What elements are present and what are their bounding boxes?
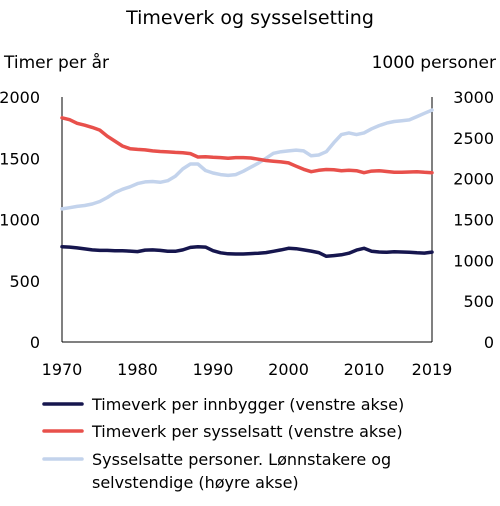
legend: Timeverk per innbygger (venstre akse) Tim…: [42, 395, 404, 492]
x-tick-label-2010: 2010: [344, 360, 385, 379]
left-y-tick-label-1500: 1500: [0, 149, 40, 168]
right-y-tick-label-1000: 1000: [453, 251, 494, 270]
right-y-tick-label-0: 0: [484, 333, 494, 352]
left-y-tick-label-2000: 2000: [0, 88, 40, 107]
legend-label-line-2: selvstendige (høyre akse): [92, 473, 299, 492]
legend-label-timeverk-per-sysselsatt: Timeverk per sysselsatt (venstre akse): [91, 422, 403, 441]
right-y-tick-label-1500: 1500: [453, 211, 494, 230]
right-y-tick-label-2000: 2000: [453, 170, 494, 189]
x-tick-label-2000: 2000: [268, 360, 309, 379]
right-y-tick-labels: 0 500 1000 1500 2000 2500 3000: [453, 88, 494, 352]
series-line-timeverk-per-sysselsatt: [60, 116, 434, 175]
legend-label-sysselsatte-personer-l-nnstakere-og-selvstendige: Sysselsatte personer. Lønnstakere og selv…: [92, 450, 391, 492]
right-y-tick-label-500: 500: [463, 292, 494, 311]
right-y-tick-label-3000: 3000: [453, 88, 494, 107]
legend-label-line-1: Sysselsatte personer. Lønnstakere og: [92, 450, 391, 469]
left-y-tick-labels: 0 500 1000 1500 2000: [0, 88, 40, 352]
chart-title: Timeverk og sysselsetting: [125, 7, 374, 29]
legend-label-timeverk-per-innbygger: Timeverk per innbygger (venstre akse): [91, 395, 404, 414]
right-y-tick-label-2500: 2500: [453, 129, 494, 148]
series-lines: [60, 108, 434, 259]
left-axis-unit-label: Timer per år: [3, 52, 109, 73]
left-y-tick-label-500: 500: [9, 272, 40, 291]
x-tick-label-1970: 1970: [42, 360, 83, 379]
left-y-tick-label-1000: 1000: [0, 211, 40, 230]
right-axis-unit-label: 1000 personer: [372, 53, 496, 73]
series-line-sysselsatte-personer-l-nnstakere-og-selvstendige: [60, 108, 434, 211]
x-tick-label-2019: 2019: [412, 360, 453, 379]
x-tick-label-1990: 1990: [193, 360, 234, 379]
series-line-timeverk-per-innbygger: [60, 244, 434, 259]
left-y-tick-label-0: 0: [30, 333, 40, 352]
x-tick-labels: 1970 1980 1990 2000 2010 2019: [42, 360, 453, 379]
x-tick-label-1980: 1980: [117, 360, 158, 379]
